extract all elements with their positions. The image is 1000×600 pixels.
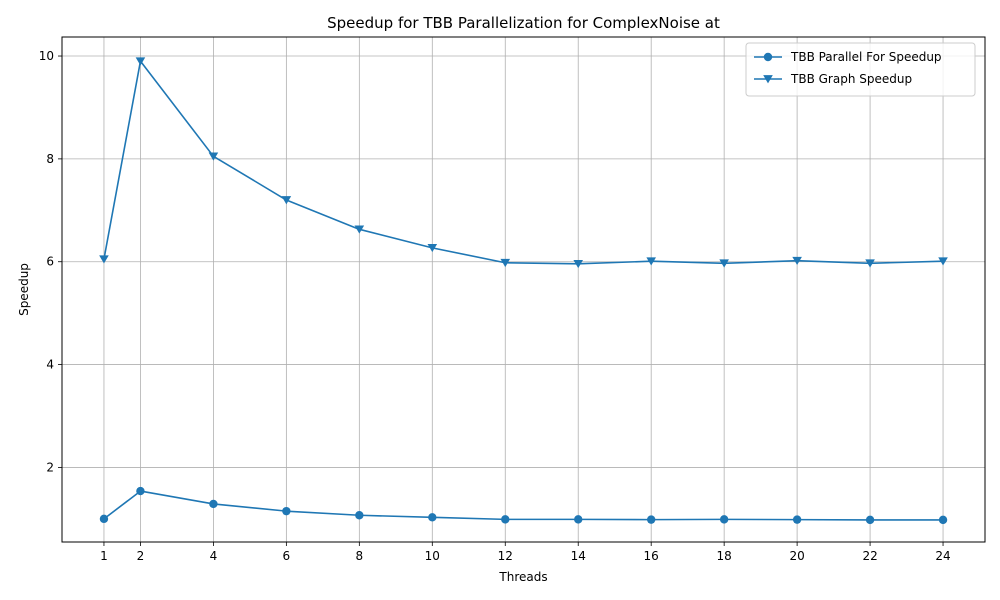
x-tick-label: 2 bbox=[137, 549, 145, 563]
circle-marker bbox=[646, 515, 656, 524]
y-tick-label: 10 bbox=[39, 49, 54, 63]
legend-entries: TBB Parallel For Speedup TBB Graph Speedu… bbox=[754, 50, 942, 86]
triangle-down-marker bbox=[719, 259, 729, 268]
data-series bbox=[99, 57, 948, 525]
triangle-down-marker bbox=[865, 259, 875, 268]
circle-marker bbox=[99, 514, 109, 524]
x-tick-label: 16 bbox=[644, 549, 659, 563]
circle-marker bbox=[428, 513, 437, 522]
circle-marker bbox=[763, 52, 773, 62]
y-tick-label: 6 bbox=[46, 255, 54, 269]
triangle-down-marker bbox=[792, 256, 802, 266]
x-tick-label: 4 bbox=[210, 549, 218, 563]
circle-marker bbox=[938, 515, 948, 525]
x-tick-label: 14 bbox=[571, 549, 586, 563]
circle-marker bbox=[574, 515, 583, 524]
y-tick-label: 8 bbox=[46, 152, 54, 166]
y-axis-label: Speedup bbox=[17, 263, 31, 316]
series-0 bbox=[99, 486, 948, 525]
circle-marker bbox=[209, 499, 218, 509]
x-axis-label: Threads bbox=[498, 570, 547, 584]
x-tick-label: 18 bbox=[717, 549, 732, 563]
x-tick-label: 20 bbox=[789, 549, 804, 563]
x-tick-label: 24 bbox=[935, 549, 950, 563]
triangle-down-marker bbox=[763, 75, 773, 84]
triangle-down-marker bbox=[427, 244, 438, 253]
y-tick-label: 4 bbox=[46, 358, 54, 372]
grid-lines bbox=[62, 37, 985, 542]
x-tick-label: 22 bbox=[862, 549, 877, 563]
x-tick-label: 1 bbox=[100, 549, 108, 563]
triangle-down-marker bbox=[281, 196, 292, 205]
triangle-down-marker bbox=[938, 257, 948, 266]
x-tick-label: 8 bbox=[356, 549, 364, 563]
y-tick-label: 2 bbox=[46, 460, 54, 474]
circle-marker bbox=[865, 515, 875, 525]
legend-label: TBB Graph Speedup bbox=[790, 72, 912, 86]
legend-box bbox=[745, 42, 976, 97]
circle-marker bbox=[501, 515, 510, 524]
circle-marker bbox=[136, 486, 145, 496]
triangle-down-marker bbox=[573, 259, 584, 269]
circle-marker bbox=[282, 506, 291, 516]
legend: TBB Parallel For Speedup TBB Graph Speedu… bbox=[745, 42, 976, 97]
chart-title: Speedup for TBB Parallelization for Comp… bbox=[327, 14, 720, 32]
triangle-down-marker bbox=[208, 152, 219, 161]
x-tick-label: 12 bbox=[498, 549, 513, 563]
x-tick-label: 10 bbox=[425, 549, 440, 563]
triangle-down-marker bbox=[646, 257, 656, 266]
x-tick-label: 6 bbox=[283, 549, 291, 563]
triangle-down-marker bbox=[354, 225, 365, 234]
triangle-down-marker bbox=[99, 255, 109, 264]
circle-marker bbox=[355, 511, 364, 520]
plot-area-frame bbox=[61, 36, 986, 543]
triangle-down-marker bbox=[500, 258, 511, 268]
circle-marker bbox=[792, 515, 802, 524]
series-1 bbox=[99, 57, 948, 269]
circle-marker bbox=[719, 515, 729, 524]
legend-label: TBB Parallel For Speedup bbox=[790, 50, 942, 64]
triangle-down-marker bbox=[135, 57, 146, 66]
